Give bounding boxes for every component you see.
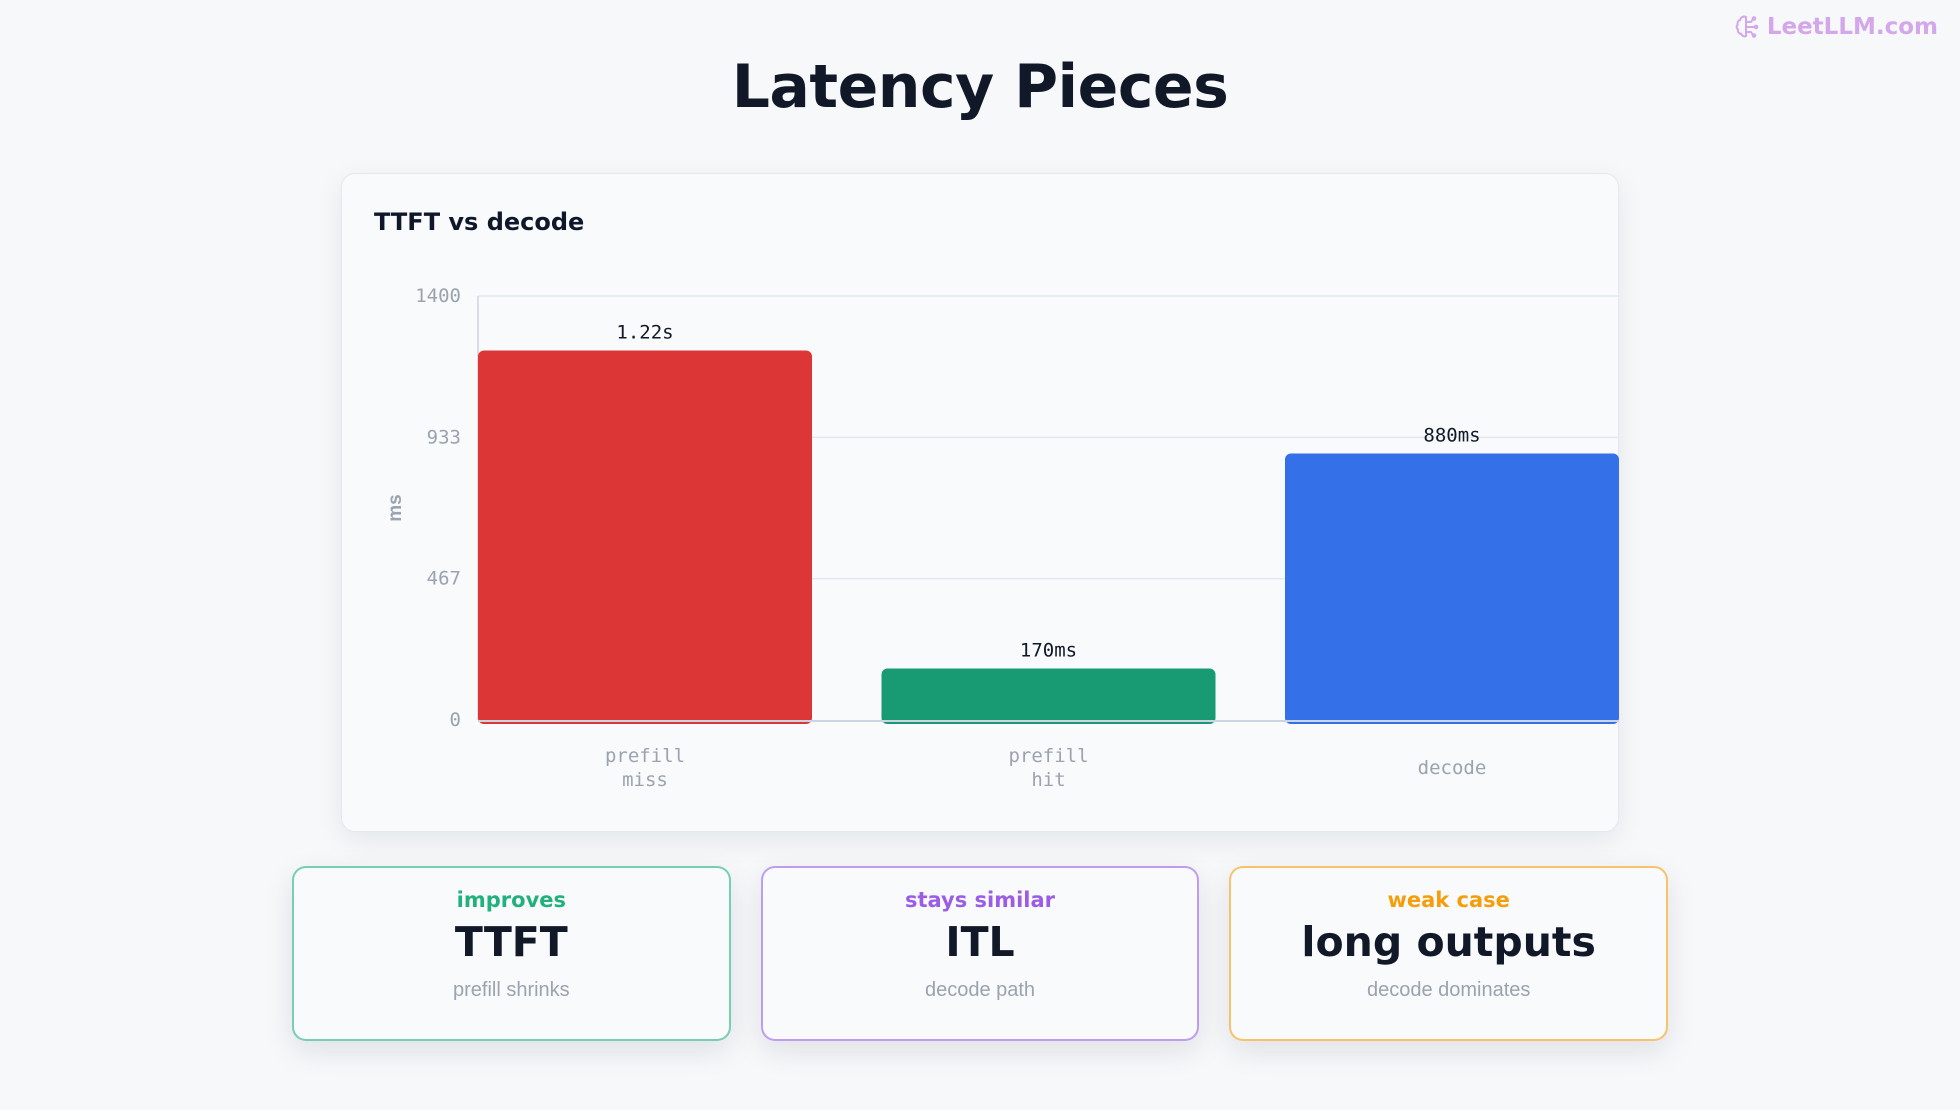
bar <box>1285 453 1619 724</box>
data-label: 880ms <box>1423 424 1480 446</box>
y-tick-label: 933 <box>427 426 461 448</box>
stat-card-itl: stays similar ITL decode path <box>760 866 1200 1041</box>
stats-row: improves TTFT prefill shrinks stays simi… <box>292 866 1669 1041</box>
stat-eyebrow: weak case <box>1387 888 1510 912</box>
chart-card: TTFT vs decode 0 467 933 1400 ms 1.22s prefill… <box>341 173 1619 832</box>
x-tick-label: prefill <box>1008 745 1088 767</box>
bar <box>881 668 1216 724</box>
chart-title: TTFT vs decode <box>374 208 585 236</box>
data-label: 1.22s <box>616 322 673 344</box>
bar <box>478 350 812 724</box>
y-tick-label: 467 <box>427 568 461 590</box>
stat-card-long-outputs: weak case long outputs decode dominates <box>1229 866 1669 1041</box>
stat-value: ITL <box>945 918 1015 966</box>
stat-value: TTFT <box>454 918 568 966</box>
stat-caption: decode dominates <box>1366 979 1531 1001</box>
y-tick-label: 0 <box>450 709 461 731</box>
y-axis-label: ms <box>385 494 406 521</box>
brand-logo[interactable]: LeetLLM.com <box>1735 14 1938 40</box>
x-tick-label: prefill <box>605 745 685 767</box>
stat-caption: prefill shrinks <box>452 979 570 1001</box>
data-label: 170ms <box>1020 640 1077 662</box>
brain-icon <box>1735 15 1759 38</box>
page-title: Latency Pieces <box>731 52 1229 122</box>
x-tick-label: decode <box>1418 757 1487 779</box>
stat-caption: decode path <box>924 979 1036 1001</box>
stat-value: long outputs <box>1301 918 1596 966</box>
x-tick-label: hit <box>1031 769 1065 791</box>
y-tick-label: 1400 <box>415 285 461 307</box>
brand-name: LeetLLM.com <box>1766 14 1938 40</box>
stat-eyebrow: stays similar <box>904 888 1056 912</box>
bar-chart: 04679331400ms1.22sprefillmiss170msprefil… <box>385 285 1619 791</box>
stat-eyebrow: improves <box>456 888 566 912</box>
x-tick-label: miss <box>622 769 668 791</box>
stat-card-ttft: improves TTFT prefill shrinks <box>292 866 731 1041</box>
